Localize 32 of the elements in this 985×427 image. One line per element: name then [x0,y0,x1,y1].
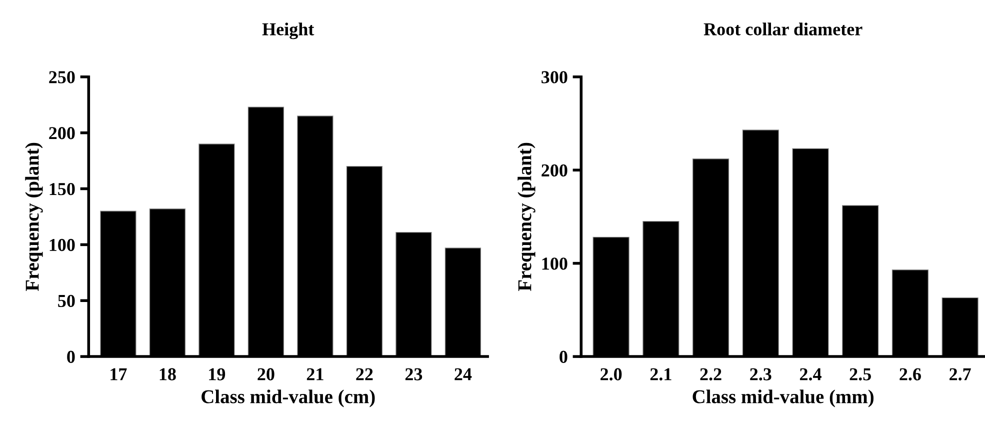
y-tick-label: 200 [542,164,568,177]
y-tick-label: 0 [67,350,75,363]
y-tick-label: 100 [542,258,568,270]
chart-title: Height [262,22,314,40]
x-tick-label: 19 [209,368,226,380]
x-tick-label: 22 [356,368,373,380]
x-tick-label: 2.3 [750,368,772,380]
x-tick-label: 2.0 [600,368,622,380]
x-tick-label: 23 [405,368,422,380]
y-tick-label: 200 [49,127,75,140]
y-tick-label: 250 [49,71,75,84]
y-tick-label: 150 [50,182,75,196]
x-axis-title: Class mid-value (cm) [202,390,375,408]
x-tick-label: 17 [110,368,127,380]
x-tick-label: 2.7 [950,368,971,380]
x-tick-label: 2.1 [650,368,672,380]
y-tick-label: 100 [50,238,75,252]
y-tick-label: 300 [542,71,568,84]
x-axis-title: Class mid-value (mm) [692,390,874,408]
x-tick-label: 2.5 [850,368,871,380]
x-tick-label: 2.4 [800,368,822,380]
x-tick-label: 24 [454,368,472,380]
chart-title: Root collar diameter [704,22,862,36]
x-tick-label: 2.2 [700,368,722,380]
x-tick-label: 21 [306,368,324,380]
y-axis-title: Frequency (plant) [518,142,536,291]
x-tick-label: 2.6 [900,368,921,380]
y-tick-label: 0 [560,350,568,363]
x-tick-label: 18 [160,368,176,380]
y-axis-title: Frequency (plant) [25,142,43,291]
y-tick-label: 50 [58,294,75,308]
x-tick-label: 20 [258,368,274,380]
